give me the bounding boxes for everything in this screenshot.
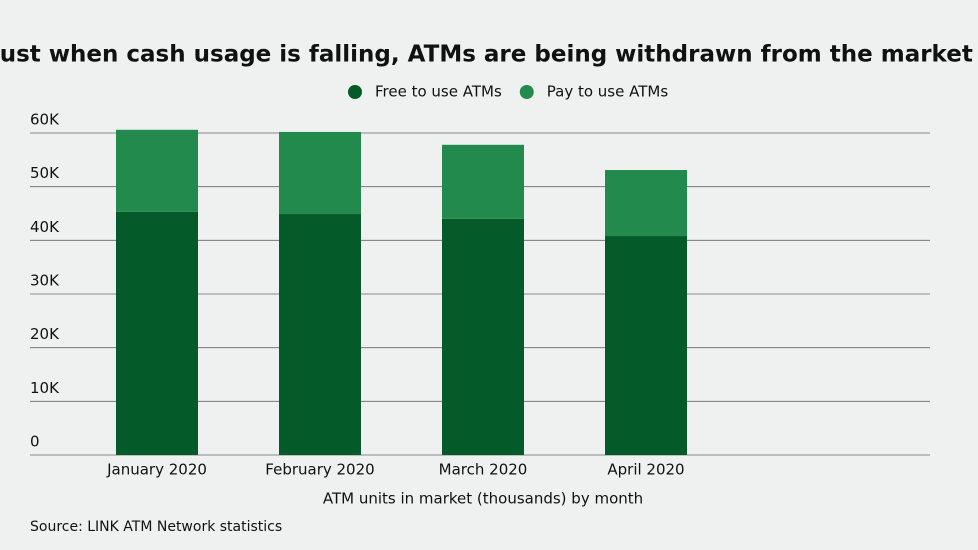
- y-tick-label: 30K: [30, 272, 60, 290]
- y-tick-label: 10K: [30, 379, 60, 397]
- legend-marker: [519, 85, 534, 99]
- y-tick-label: 0: [30, 433, 40, 451]
- x-tick-label: March 2020: [439, 461, 528, 479]
- y-tick-label: 40K: [30, 218, 60, 236]
- bar: [279, 214, 361, 455]
- bar: [605, 236, 687, 455]
- y-tick-label: 60K: [30, 111, 60, 129]
- chart-title: Just when cash usage is falling, ATMs ar…: [0, 42, 973, 68]
- bar: [605, 170, 687, 237]
- bar: [442, 218, 524, 455]
- y-tick-label: 20K: [30, 325, 60, 343]
- x-tick-label: April 2020: [607, 461, 684, 479]
- x-axis-title: ATM units in market (thousands) by month: [323, 490, 643, 508]
- legend-label: Pay to use ATMs: [547, 83, 669, 101]
- x-tick-label: February 2020: [265, 461, 374, 479]
- y-tick-label: 50K: [30, 164, 60, 182]
- bar: [442, 144, 524, 219]
- bar: [116, 211, 198, 455]
- legend-label: Free to use ATMs: [375, 83, 502, 101]
- bar: [116, 129, 198, 212]
- x-tick-label: January 2020: [106, 461, 207, 479]
- source: Source: LINK ATM Network statistics: [30, 519, 282, 535]
- legend-marker: [348, 85, 362, 99]
- bar: [279, 131, 361, 215]
